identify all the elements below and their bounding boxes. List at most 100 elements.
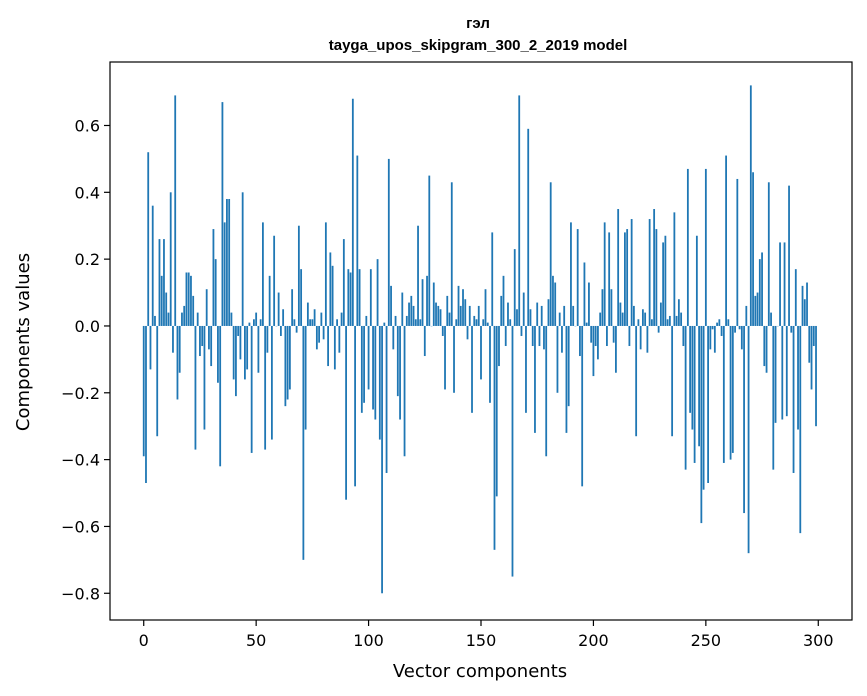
bar-70: [300, 269, 303, 326]
bar-104: [376, 259, 379, 326]
bar-158: [498, 325, 500, 367]
bar-27: [203, 325, 206, 430]
bar-280: [772, 325, 775, 470]
chart-title: гэл: [466, 15, 490, 32]
x-tick-label-150: 150: [466, 631, 497, 650]
bar-21: [190, 275, 192, 326]
bar-156: [493, 325, 496, 550]
bar-119: [410, 295, 413, 326]
bar-268: [745, 305, 748, 326]
bar-286: [785, 325, 788, 417]
bar-57: [270, 325, 273, 440]
bar-237: [675, 315, 678, 326]
bar-151: [482, 319, 485, 326]
bar-218: [633, 305, 635, 326]
bar-221: [639, 325, 642, 350]
bars-group: [142, 85, 817, 594]
bar-167: [518, 95, 521, 326]
bar-22: [192, 295, 195, 326]
bar-299: [815, 325, 817, 427]
bar-264: [736, 178, 739, 326]
bar-48: [250, 325, 253, 453]
bar-26: [201, 325, 204, 347]
bar-137: [450, 182, 453, 326]
bar-95: [356, 155, 359, 326]
y-axis-ticks: −0.8 −0.6 −0.4 −0.2 0.0 0.2 0.4 0.6: [61, 116, 110, 603]
bar-283: [779, 242, 781, 326]
bar-23: [194, 325, 197, 450]
bar-279: [770, 312, 772, 326]
bar-174: [534, 325, 536, 433]
bar-238: [677, 299, 680, 326]
bar-271: [752, 172, 754, 326]
bar-241: [684, 325, 687, 470]
bar-176: [538, 325, 541, 347]
bar-84: [331, 265, 334, 326]
bar-64: [286, 325, 289, 400]
bar-49: [253, 319, 255, 326]
bar-203: [599, 312, 602, 326]
bar-99: [365, 315, 368, 326]
y-tick-label-4: 0.0: [75, 317, 100, 336]
bar-93: [351, 98, 354, 326]
bar-65: [288, 325, 291, 390]
bar-63: [284, 325, 287, 407]
y-tick-label-7: 0.6: [75, 116, 100, 135]
y-tick-label-6: 0.4: [75, 183, 100, 202]
bar-16: [178, 325, 181, 373]
bar-178: [543, 325, 545, 350]
bar-172: [529, 309, 532, 326]
bar-25: [199, 325, 201, 357]
bar-45: [244, 325, 246, 380]
bar-242: [686, 168, 689, 326]
y-tick-label-5: 0.2: [75, 250, 100, 269]
bar-24: [196, 312, 199, 326]
bar-272: [754, 295, 757, 326]
bar-78: [318, 325, 321, 343]
bar-157: [495, 325, 498, 497]
bar-101: [369, 269, 372, 326]
bar-255: [716, 322, 718, 326]
bar-149: [477, 305, 480, 326]
bar-202: [597, 325, 599, 360]
bar-171: [527, 128, 530, 326]
bar-226: [650, 319, 653, 326]
y-tick-label-0: −0.8: [61, 584, 100, 603]
bar-35: [221, 102, 224, 326]
bar-246: [695, 235, 698, 326]
bar-1: [145, 325, 147, 483]
bar-261: [729, 325, 732, 460]
bar-173: [531, 325, 534, 347]
bar-31: [212, 229, 215, 326]
bar-182: [552, 275, 554, 326]
bar-231: [662, 242, 665, 326]
bar-247: [698, 325, 700, 447]
bar-288: [790, 325, 793, 333]
bar-161: [504, 325, 507, 347]
bar-6: [156, 325, 159, 437]
bar-11: [167, 312, 170, 326]
bar-199: [590, 325, 593, 343]
bar-235: [671, 325, 674, 437]
bar-219: [635, 325, 638, 437]
bar-177: [540, 305, 543, 326]
bar-29: [208, 325, 210, 350]
bar-74: [309, 319, 312, 326]
bar-187: [563, 305, 566, 326]
bar-189: [567, 325, 570, 407]
bar-239: [680, 312, 683, 326]
bar-262: [731, 325, 734, 453]
bar-296: [808, 325, 811, 363]
bar-68: [295, 325, 298, 333]
bar-83: [329, 252, 332, 326]
bar-230: [659, 302, 662, 326]
bar-107: [383, 322, 386, 326]
bar-62: [282, 309, 285, 326]
bar-90: [345, 325, 347, 500]
chart-subtitle: tayga_upos_skipgram_300_2_2019 model: [329, 37, 628, 54]
bar-205: [603, 222, 606, 326]
bar-28: [205, 289, 208, 326]
bar-294: [803, 299, 806, 326]
bar-122: [417, 225, 419, 326]
bar-292: [799, 325, 802, 534]
